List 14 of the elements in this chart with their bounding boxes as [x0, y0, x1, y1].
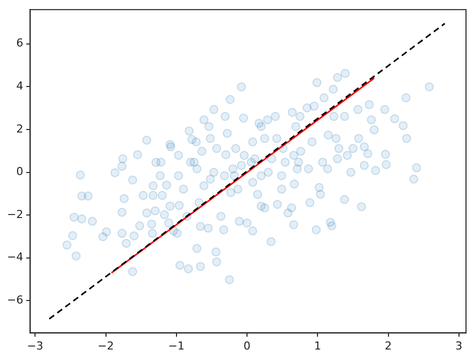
x-tick-label: −2 [98, 339, 114, 352]
y-tick-label: 6 [16, 36, 24, 50]
y-tick-label: −4 [6, 250, 24, 264]
x-tick-label: 2 [384, 339, 392, 352]
y-tick-label: 4 [16, 80, 24, 93]
y-tick-label: −6 [6, 294, 24, 307]
x-tick-label: 3 [455, 339, 462, 352]
x-tick-label: −1 [168, 339, 185, 352]
x-tick-label: −3 [27, 339, 44, 352]
x-tick-label: 1 [314, 339, 322, 352]
y-tick-label: 2 [16, 122, 24, 136]
y-tick-label: −2 [6, 208, 24, 221]
x-tick-label: 0 [244, 339, 251, 352]
y-tick-label: 0 [16, 165, 24, 178]
